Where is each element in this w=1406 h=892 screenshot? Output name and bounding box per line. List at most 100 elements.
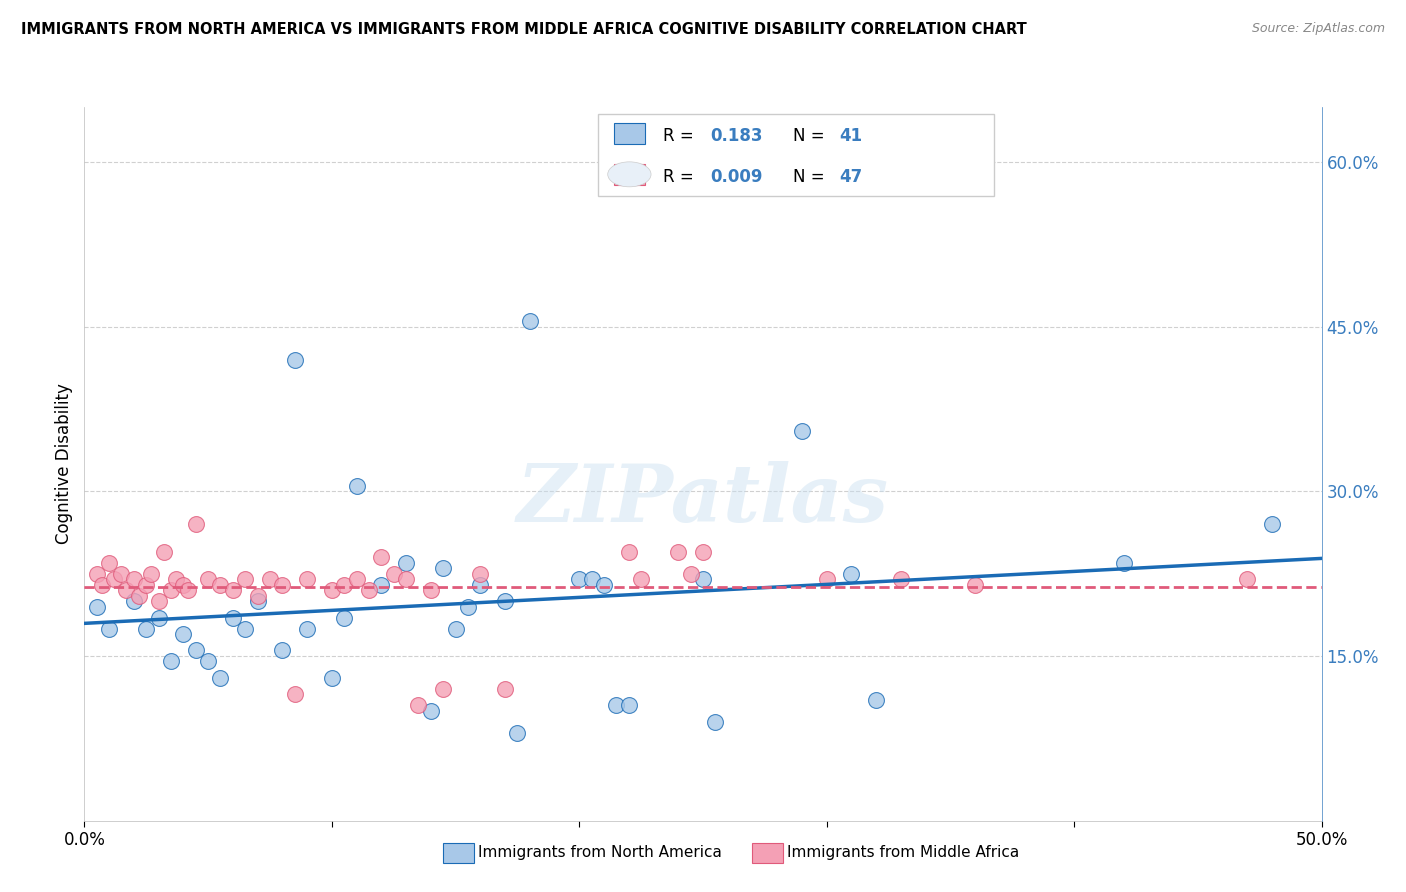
Point xyxy=(419,583,441,598)
Point xyxy=(141,566,163,581)
Text: R =: R = xyxy=(664,128,699,145)
Point xyxy=(284,687,307,701)
Point xyxy=(470,577,492,591)
Point xyxy=(457,599,479,614)
Text: R =: R = xyxy=(664,169,699,186)
Point xyxy=(184,517,207,532)
Point xyxy=(222,610,245,624)
Text: 47: 47 xyxy=(839,169,862,186)
Point xyxy=(965,577,987,591)
Point xyxy=(103,572,125,586)
Point xyxy=(110,566,132,581)
Point xyxy=(617,544,640,558)
Text: 0.183: 0.183 xyxy=(710,128,763,145)
Point xyxy=(470,566,492,581)
Point xyxy=(1236,572,1258,586)
Text: 41: 41 xyxy=(839,128,862,145)
Point xyxy=(148,594,170,608)
Point xyxy=(233,572,256,586)
Point xyxy=(246,594,269,608)
Point xyxy=(865,693,887,707)
Text: ZIPatlas: ZIPatlas xyxy=(517,461,889,538)
Point xyxy=(419,704,441,718)
Text: Immigrants from North America: Immigrants from North America xyxy=(478,846,721,860)
Point xyxy=(790,424,813,438)
Point xyxy=(444,622,467,636)
Bar xyxy=(614,163,645,185)
Point xyxy=(172,627,194,641)
Bar xyxy=(614,122,645,144)
Point xyxy=(408,698,430,713)
Point xyxy=(382,566,405,581)
Point xyxy=(233,622,256,636)
Point xyxy=(346,479,368,493)
Point xyxy=(259,572,281,586)
Point xyxy=(152,544,174,558)
Point xyxy=(841,566,863,581)
Point xyxy=(209,671,232,685)
Point xyxy=(321,671,343,685)
Point xyxy=(357,583,380,598)
Point xyxy=(177,583,200,598)
Point xyxy=(692,544,714,558)
Point xyxy=(135,577,157,591)
Point xyxy=(581,572,603,586)
Point xyxy=(284,352,307,367)
Y-axis label: Cognitive Disability: Cognitive Disability xyxy=(55,384,73,544)
Point xyxy=(90,577,112,591)
Point xyxy=(395,572,418,586)
Point xyxy=(617,698,640,713)
Circle shape xyxy=(607,161,651,186)
Text: Immigrants from Middle Africa: Immigrants from Middle Africa xyxy=(787,846,1019,860)
Point xyxy=(321,583,343,598)
Point xyxy=(98,556,121,570)
Point xyxy=(148,610,170,624)
Point xyxy=(679,566,702,581)
Point xyxy=(197,655,219,669)
Point xyxy=(370,577,392,591)
Point xyxy=(666,544,689,558)
Point xyxy=(160,655,183,669)
Point xyxy=(333,610,356,624)
Point xyxy=(506,726,529,740)
Point xyxy=(86,599,108,614)
Point xyxy=(222,583,245,598)
Point xyxy=(98,622,121,636)
Point xyxy=(271,577,294,591)
Point xyxy=(692,572,714,586)
Text: N =: N = xyxy=(793,169,830,186)
Point xyxy=(432,561,454,575)
Point xyxy=(246,589,269,603)
Point xyxy=(395,556,418,570)
Point xyxy=(122,594,145,608)
Point xyxy=(333,577,356,591)
Point xyxy=(494,681,516,696)
Point xyxy=(432,681,454,696)
Point xyxy=(295,572,318,586)
Point xyxy=(135,622,157,636)
Point xyxy=(209,577,232,591)
Text: 0.009: 0.009 xyxy=(710,169,763,186)
Point xyxy=(568,572,591,586)
Point xyxy=(593,577,616,591)
Point xyxy=(370,550,392,565)
Point xyxy=(160,583,183,598)
Point xyxy=(172,577,194,591)
Point xyxy=(890,572,912,586)
Text: Source: ZipAtlas.com: Source: ZipAtlas.com xyxy=(1251,22,1385,36)
Point xyxy=(630,572,652,586)
Point xyxy=(494,594,516,608)
Point xyxy=(704,714,727,729)
Point xyxy=(1112,556,1135,570)
Point xyxy=(271,643,294,657)
Point xyxy=(346,572,368,586)
Point xyxy=(122,572,145,586)
Point xyxy=(197,572,219,586)
Point xyxy=(86,566,108,581)
Point xyxy=(128,589,150,603)
Point xyxy=(165,572,187,586)
Point xyxy=(295,622,318,636)
Point xyxy=(1261,517,1284,532)
FancyBboxPatch shape xyxy=(598,114,994,196)
Text: IMMIGRANTS FROM NORTH AMERICA VS IMMIGRANTS FROM MIDDLE AFRICA COGNITIVE DISABIL: IMMIGRANTS FROM NORTH AMERICA VS IMMIGRA… xyxy=(21,22,1026,37)
